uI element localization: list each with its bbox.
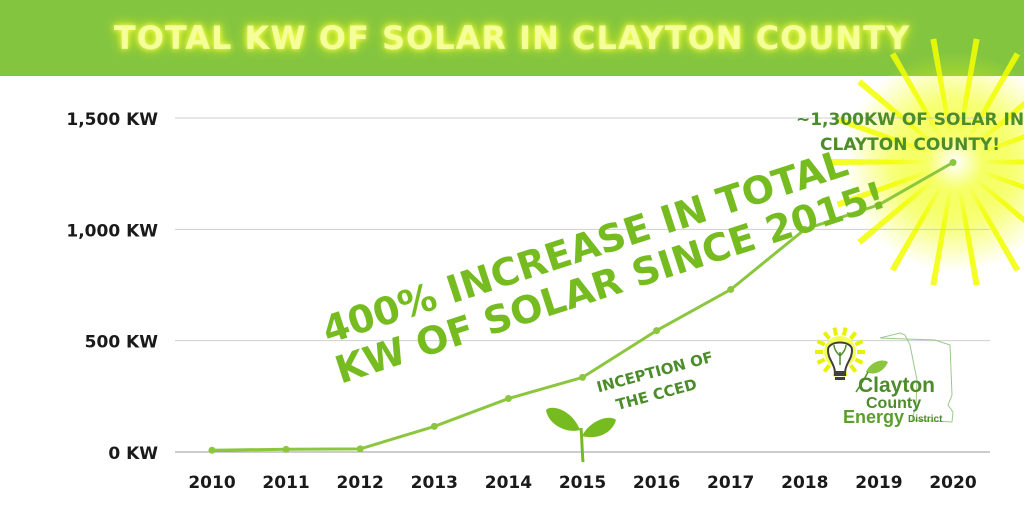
bulb-ray	[854, 339, 864, 347]
data-point	[208, 446, 216, 454]
bulb-ray	[849, 364, 858, 373]
data-point	[579, 373, 586, 381]
bulb-ray	[822, 364, 831, 373]
increase-annotation: 400% INCREASE IN TOTAL KW OF SOLAR SINCE…	[317, 141, 891, 393]
y-tick-label: 0 KW	[108, 444, 158, 464]
page-title: TOTAL KW OF SOLAR IN CLAYTON COUNTY	[113, 19, 911, 57]
sprout-icon	[546, 407, 616, 463]
bulb-ray	[816, 339, 826, 347]
x-tick-label: 2015	[559, 473, 606, 493]
sun-burst-decoration	[830, 38, 1024, 286]
logo-text-district: District	[908, 414, 943, 425]
data-point	[430, 422, 438, 430]
data-point	[504, 395, 512, 403]
leaf-icon	[855, 360, 888, 393]
data-point	[356, 445, 364, 453]
bulb-ray	[832, 327, 839, 336]
x-tick-label: 2010	[188, 473, 235, 493]
x-tick-label: 2012	[337, 473, 384, 493]
data-point	[801, 225, 809, 233]
y-tick-label: 1,000 KW	[66, 221, 158, 241]
y-tick-label: 1,500 KW	[66, 110, 158, 130]
logo-text-clayton: Clayton	[858, 374, 935, 397]
cced-logo: Clayton County Energy District	[815, 327, 954, 427]
x-tick-label: 2019	[855, 473, 902, 493]
header-bar	[0, 0, 1024, 76]
data-point	[282, 445, 290, 453]
callout-line1: ~1,300KW OF SOLAR IN	[796, 110, 1024, 130]
bulb-ray	[841, 327, 848, 336]
callout-line2: CLAYTON COUNTY!	[820, 135, 1000, 155]
x-tick-label: 2016	[633, 473, 680, 493]
logo-text-energy: Energy	[843, 407, 904, 427]
x-tick-label: 2014	[485, 473, 532, 493]
data-point	[875, 201, 883, 209]
x-tick-label: 2018	[781, 473, 828, 493]
bulb-ray	[854, 357, 864, 365]
data-point	[949, 159, 957, 167]
x-tick-label: 2011	[262, 473, 309, 493]
logo-text-county: County	[866, 395, 921, 412]
data-point	[653, 327, 661, 335]
bulb-ray	[816, 357, 826, 365]
data-point	[727, 285, 735, 293]
bulb-ray	[822, 331, 831, 340]
bulb-ray	[849, 331, 858, 340]
y-tick-label: 500 KW	[85, 333, 159, 353]
lightbulb-icon	[815, 327, 865, 380]
x-tick-label: 2013	[411, 473, 458, 493]
x-tick-label: 2017	[707, 473, 754, 493]
x-tick-label: 2020	[929, 473, 976, 493]
